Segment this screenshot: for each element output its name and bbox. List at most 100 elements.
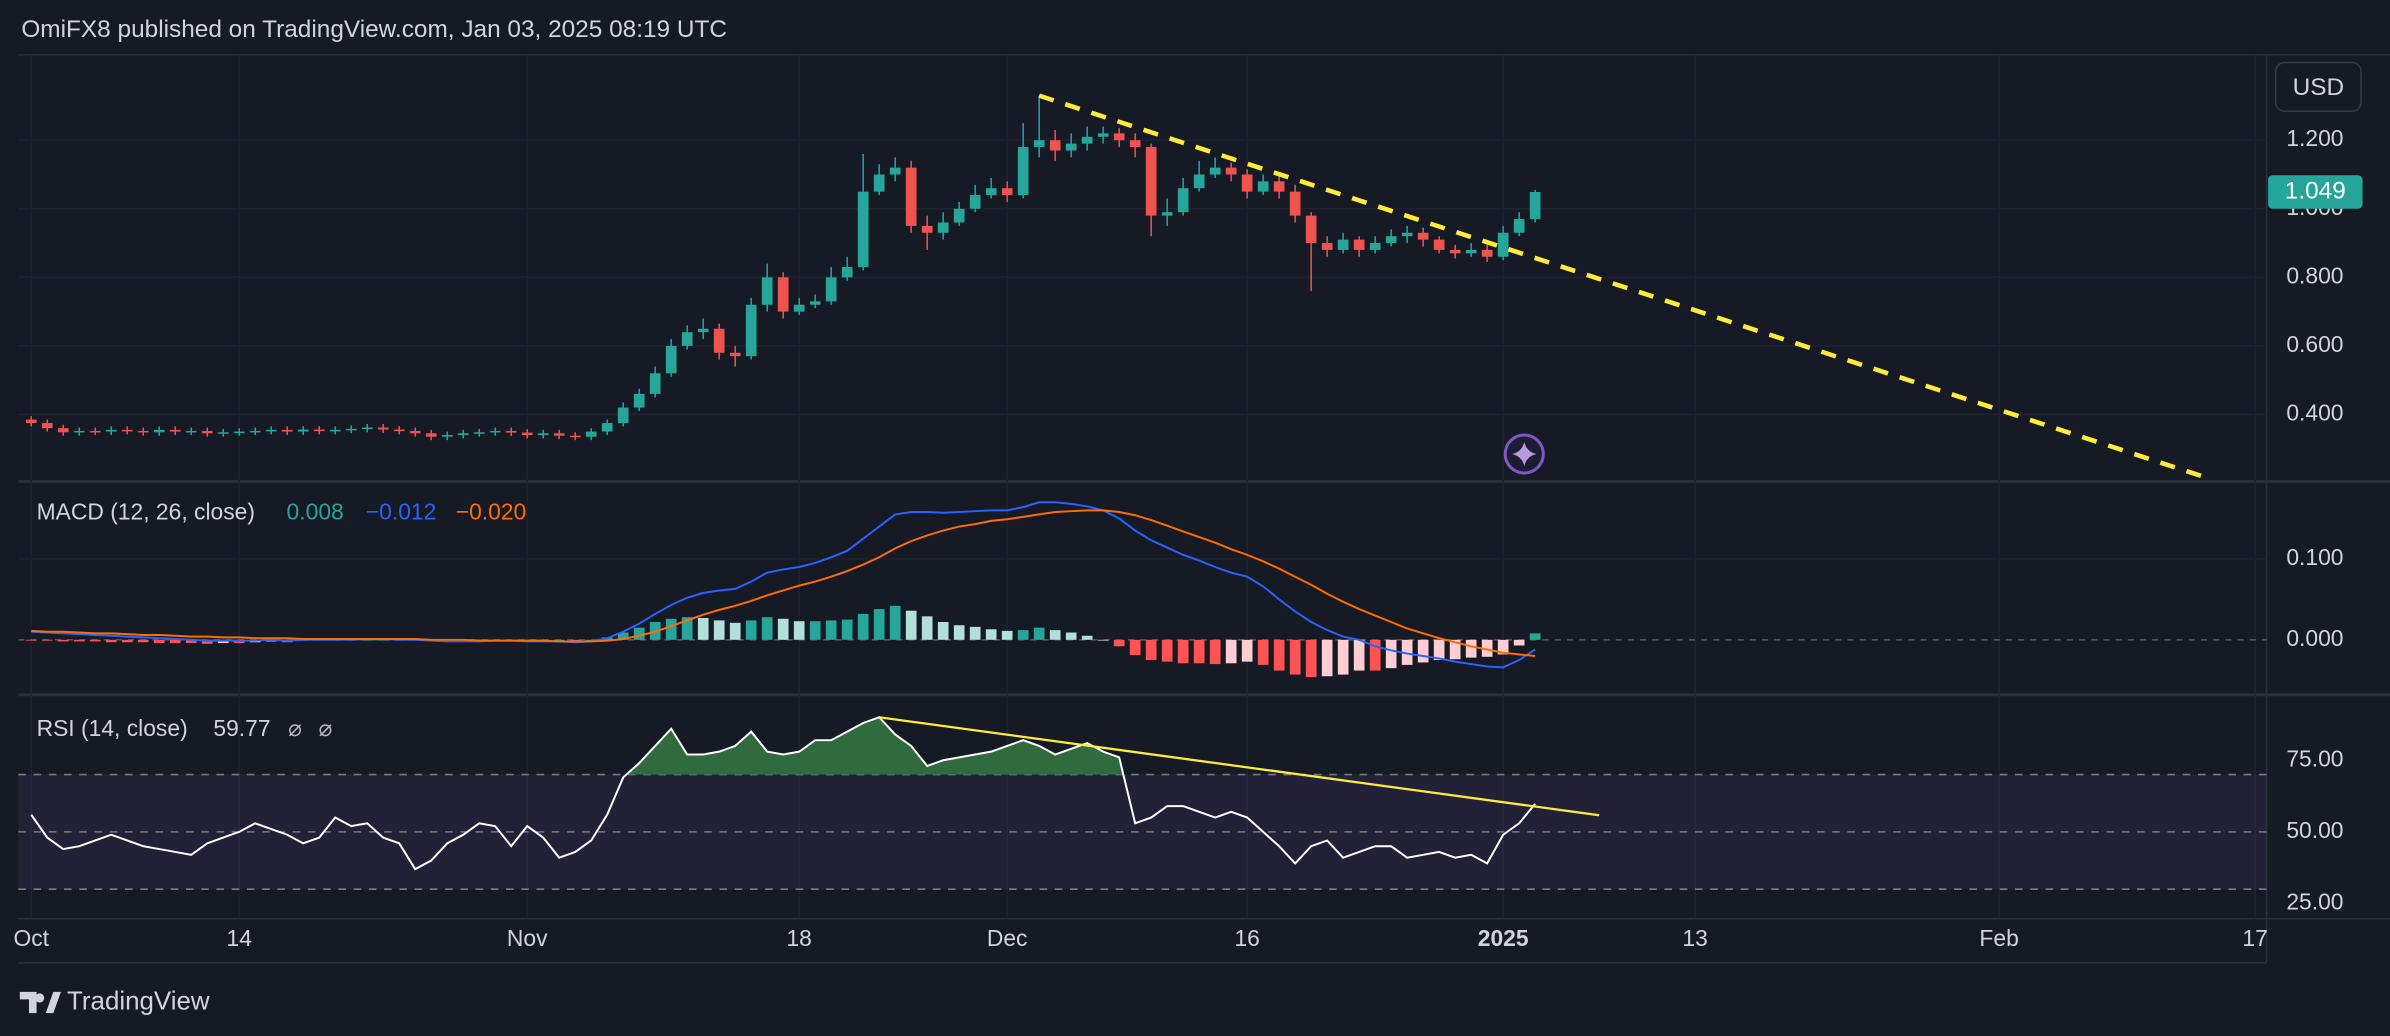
candle-body: [457, 433, 469, 436]
macd-histogram-bar: [1417, 639, 1429, 663]
macd-histogram-bar: [1353, 639, 1365, 671]
macd-histogram-bar: [185, 639, 197, 644]
macd-histogram-bar: [905, 610, 917, 640]
macd-histogram-bar: [921, 616, 933, 640]
macd-line: [31, 509, 1536, 657]
candle-body: [473, 432, 485, 434]
macd-histogram-bar: [1049, 630, 1061, 640]
candle-body: [1049, 140, 1061, 151]
macd-histogram-bar: [1481, 639, 1493, 657]
y-tick-label: 0.800: [2286, 262, 2343, 288]
candle-body: [633, 393, 645, 408]
macd-histogram-bar: [1273, 639, 1285, 671]
candle-body: [553, 433, 565, 436]
macd-histogram-bar: [377, 639, 389, 641]
candle-body: [1097, 133, 1109, 137]
macd-histogram-bar: [937, 622, 949, 640]
y-tick-label: 0.100: [2286, 544, 2343, 570]
candle-body: [1401, 232, 1413, 237]
macd-histogram-bar: [809, 621, 821, 640]
y-tick-label: 1.200: [2286, 125, 2343, 151]
macd-histogram-bar: [1401, 639, 1413, 665]
candle-body: [1385, 236, 1397, 244]
candle-body: [1113, 133, 1125, 141]
candle-body: [1257, 181, 1269, 192]
candle-body: [89, 430, 101, 433]
x-tick-label: Oct: [13, 925, 49, 951]
macd-histogram-bar: [665, 618, 677, 640]
candle-body: [649, 373, 661, 394]
candle-body: [25, 419, 37, 424]
currency-button[interactable]: [2274, 61, 2362, 112]
macd-line: [31, 501, 1536, 669]
candle-body: [281, 429, 293, 432]
candle-body: [137, 430, 149, 433]
candle-body: [1145, 147, 1157, 216]
macd-histogram-bar: [553, 639, 565, 641]
candle-body: [1209, 167, 1221, 175]
macd-histogram-bar: [1161, 639, 1173, 662]
macd-histogram-bar: [1065, 632, 1077, 640]
macd-histogram-bar: [1433, 639, 1445, 661]
candle-body: [233, 431, 245, 434]
macd-histogram-bar: [121, 639, 133, 643]
macd-histogram-bar: [1225, 639, 1237, 664]
rsi-trendline: [879, 716, 1600, 817]
macd-histogram-bar: [585, 639, 597, 641]
macd-histogram-bar: [89, 639, 101, 642]
candle-body: [761, 277, 773, 305]
x-tick-label: 17: [2242, 925, 2267, 951]
candle-body: [153, 429, 165, 433]
candle-body: [713, 328, 725, 353]
candle-body: [681, 332, 693, 346]
tradingview-logo: [19, 991, 61, 1014]
candle-body: [873, 174, 885, 192]
x-tick-label: Feb: [1979, 925, 2018, 951]
candle-body: [121, 429, 133, 432]
candle-body: [697, 328, 709, 333]
macd-histogram-bar: [1113, 639, 1125, 647]
macd-histogram-bar: [1529, 633, 1541, 640]
candle-body: [889, 167, 901, 175]
y-tick-label: 0.400: [2286, 399, 2343, 425]
assistant-icon[interactable]: [1503, 433, 1545, 475]
macd-histogram-bar: [201, 639, 213, 644]
x-tick-label: 14: [227, 925, 253, 951]
candle-body: [393, 429, 405, 432]
candle-body: [1369, 243, 1381, 250]
candle-body: [745, 304, 757, 357]
candle-body: [1241, 174, 1253, 192]
macd-histogram-bar: [1513, 639, 1525, 646]
candle-body: [729, 352, 741, 357]
macd-histogram-bar: [953, 625, 965, 640]
macd-histogram-bar: [1129, 639, 1141, 656]
rsi-overbought-fill: [31, 717, 1536, 775]
macd-histogram-bar: [1321, 639, 1333, 677]
candle-body: [489, 430, 501, 433]
macd-histogram-bar: [841, 619, 853, 640]
macd-histogram-bar: [745, 620, 757, 640]
macd-histogram-bar: [1209, 639, 1221, 665]
y-tick-label: 0.600: [2286, 331, 2343, 357]
y-tick-label: 75.00: [2286, 745, 2343, 771]
candle-body: [1449, 249, 1461, 254]
candle-body: [217, 432, 229, 434]
candle-body: [937, 222, 949, 233]
candle-body: [1081, 136, 1093, 144]
macd-histogram-bar: [1145, 639, 1157, 661]
candle-body: [841, 267, 853, 278]
macd-histogram-bar: [1385, 639, 1397, 669]
candle-body: [1017, 147, 1029, 196]
candle-body: [1033, 140, 1045, 148]
candle-body: [73, 430, 85, 433]
currency-label[interactable]: USD: [2293, 74, 2344, 101]
indicator-icon: ⌀: [319, 715, 333, 741]
candle-body: [585, 431, 597, 437]
candle-body: [921, 225, 933, 233]
y-tick-label: 0.000: [2286, 625, 2343, 651]
macd-histogram-bar: [825, 620, 837, 640]
macd-histogram-bar: [25, 639, 37, 641]
candle-body: [1193, 174, 1205, 189]
